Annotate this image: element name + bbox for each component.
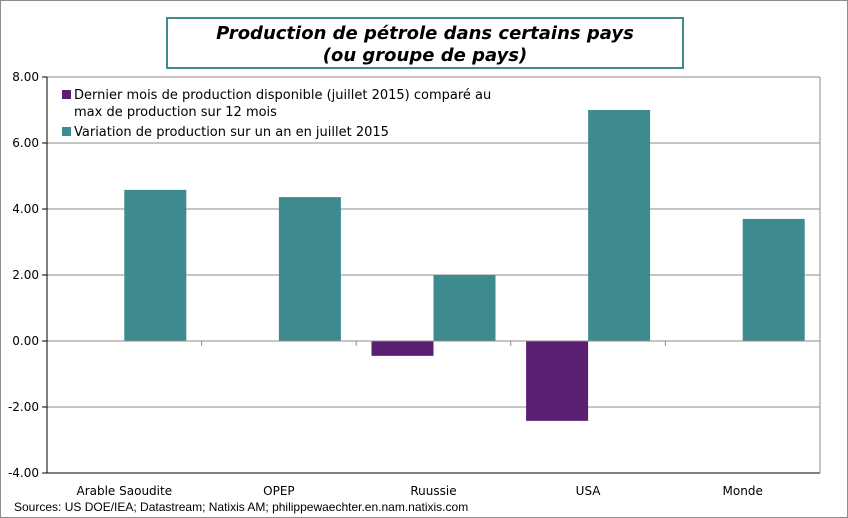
y-tick-label: 4.00 [12, 202, 39, 216]
x-tick-label: Monde [723, 484, 763, 498]
legend-swatch [62, 90, 71, 99]
bar-2 [278, 197, 341, 341]
bar-2 [742, 218, 805, 341]
x-tick-label: USA [576, 484, 602, 498]
y-tick-label: 2.00 [12, 268, 39, 282]
chart-title: Production de pétrole dans certains pays… [166, 17, 684, 69]
bar-1 [371, 341, 434, 356]
chart-title-line-2: (ou groupe de pays) [322, 45, 528, 66]
legend-label: Variation de production sur un an en jui… [74, 125, 389, 140]
y-tick-label: 6.00 [12, 136, 39, 150]
chart-title-line-1: Production de pétrole dans certains pays [216, 23, 634, 44]
bar-1 [526, 341, 589, 421]
legend-swatch [62, 127, 71, 136]
legend-item-series-2: Variation de production sur un an en jui… [62, 124, 389, 141]
x-tick-label: Arable Saoudite [76, 484, 172, 498]
bar-2 [433, 275, 496, 341]
bar-2 [124, 189, 187, 341]
x-tick-label: OPEP [263, 484, 295, 498]
y-tick-label: -4.00 [8, 466, 39, 480]
legend-item-series-1: Dernier mois de production disponible (j… [62, 87, 491, 121]
legend-label: Dernier mois de production disponible (j… [74, 88, 492, 103]
legend-label-cont: max de production sur 12 mois [74, 105, 277, 120]
y-tick-label: 0.00 [12, 334, 39, 348]
source-note: Sources: US DOE/IEA; Datastream; Natixis… [14, 500, 469, 514]
y-tick-label: -2.00 [8, 400, 39, 414]
y-tick-label: 8.00 [12, 70, 39, 84]
bar-2 [588, 110, 651, 341]
x-tick-label: Ruussie [410, 484, 456, 498]
